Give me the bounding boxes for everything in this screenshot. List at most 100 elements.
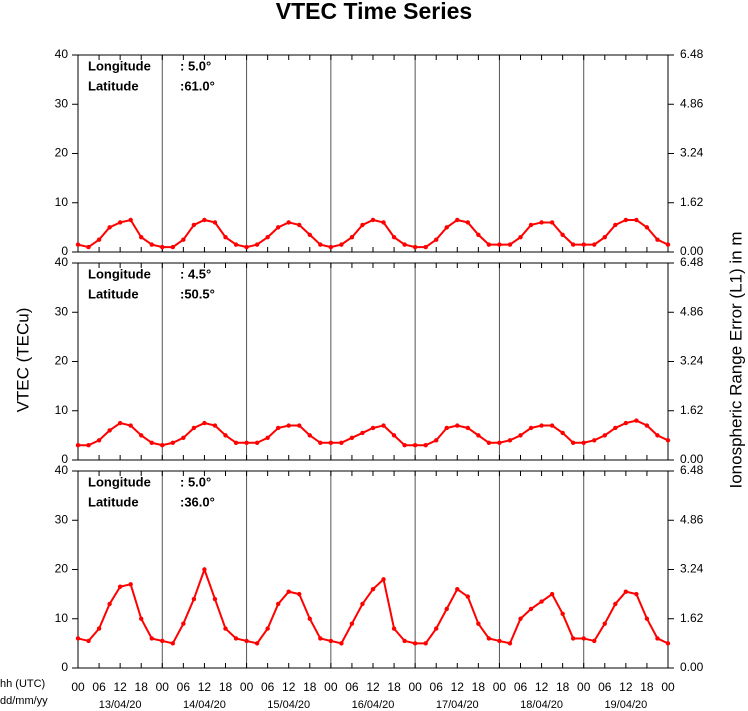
y-tick-label: 40: [55, 463, 69, 477]
data-point: [465, 594, 471, 599]
data-point: [191, 425, 197, 431]
y2-tick-label: 6.48: [680, 463, 704, 477]
data-point: [665, 242, 671, 247]
data-point: [160, 638, 165, 644]
y-tick-label: 0: [61, 660, 68, 674]
data-point: [307, 616, 312, 621]
annotation: :61.0°: [180, 78, 215, 93]
data-point: [434, 626, 439, 631]
data-point: [528, 425, 534, 431]
data-point: [191, 222, 197, 228]
data-point: [107, 601, 112, 607]
annotation: : 5.0°: [180, 474, 211, 489]
data-point: [349, 435, 355, 441]
data-point: [160, 244, 165, 250]
data-point: [254, 440, 260, 445]
y-tick-label: 20: [55, 354, 69, 368]
data-point: [602, 235, 607, 240]
data-point: [402, 242, 407, 247]
plot-frame: [77, 262, 669, 461]
data-point: [275, 601, 281, 607]
data-point: [560, 611, 565, 617]
x-tick-label: 00: [408, 680, 422, 694]
data-point: [360, 601, 365, 607]
y-tick-label: 40: [55, 47, 69, 61]
y2-tick-label: 0.00: [680, 452, 704, 466]
x-tick-label: 12: [113, 680, 127, 694]
data-point: [644, 616, 650, 621]
data-point: [86, 638, 91, 644]
data-point: [581, 636, 586, 641]
data-point: [402, 638, 407, 644]
data-point: [170, 244, 176, 250]
data-point: [149, 242, 154, 247]
data-point: [202, 217, 207, 223]
data-point: [412, 244, 418, 250]
y2-axis-label: Ionospheric Range Error (L1) in m: [726, 231, 745, 488]
data-point: [592, 638, 597, 644]
x-axis-label: hh (UTC): [0, 678, 45, 690]
data-point: [423, 244, 428, 250]
data-point: [360, 430, 365, 436]
data-point: [86, 244, 91, 250]
x-tick-label: 06: [92, 680, 106, 694]
data-point: [349, 621, 355, 626]
y-tick-label: 40: [55, 255, 69, 269]
data-point: [634, 591, 639, 597]
data-point: [507, 242, 513, 247]
data-point: [244, 244, 249, 250]
series-line: [78, 419, 669, 447]
y-tick-label: 20: [55, 562, 69, 576]
data-point: [128, 582, 133, 587]
data-point: [265, 435, 270, 441]
data-point: [381, 423, 386, 428]
data-point: [602, 433, 607, 438]
data-point: [117, 220, 123, 225]
x-tick-label: 06: [514, 680, 528, 694]
annotation: Longitude: [88, 266, 151, 281]
data-point: [497, 242, 502, 247]
data-point: [202, 567, 207, 572]
data-point: [613, 425, 618, 431]
data-point: [339, 641, 344, 646]
x-tick-label: 12: [366, 680, 380, 694]
data-point: [297, 591, 302, 597]
data-point: [96, 626, 102, 631]
y-tick-label: 0: [61, 452, 68, 466]
annotation: Longitude: [88, 58, 151, 73]
data-point: [254, 242, 260, 247]
data-point: [254, 641, 260, 646]
x-tick-label: 06: [261, 680, 275, 694]
y2-tick-label: 3.24: [680, 562, 704, 576]
data-point: [581, 242, 586, 247]
data-point: [212, 220, 218, 225]
x-tick-label: 12: [282, 680, 296, 694]
date-label: 18/04/20: [520, 699, 563, 711]
data-point: [244, 440, 249, 445]
data-point: [623, 217, 629, 223]
data-point: [613, 222, 618, 228]
x-tick-label: 00: [661, 680, 675, 694]
data-point: [581, 440, 586, 445]
data-point: [75, 443, 81, 448]
annotation: Latitude: [88, 78, 139, 93]
data-point: [592, 242, 597, 247]
data-point: [444, 225, 449, 230]
y-axis-label: VTEC (TECu): [13, 308, 32, 413]
data-point: [307, 232, 312, 237]
data-point: [391, 235, 397, 240]
date-label: 15/04/20: [267, 699, 310, 711]
y-tick-label: 30: [55, 304, 69, 318]
y2-tick-label: 4.86: [680, 304, 704, 318]
x-tick-label: 00: [493, 680, 507, 694]
y-tick-label: 30: [55, 96, 69, 110]
x-tick-label: 12: [198, 680, 212, 694]
data-point: [623, 589, 629, 594]
y2-tick-label: 1.62: [680, 403, 704, 417]
data-point: [160, 443, 165, 448]
data-point: [265, 235, 270, 240]
data-point: [212, 596, 218, 602]
data-point: [497, 638, 502, 644]
data-point: [328, 440, 334, 445]
x-axis-label: dd/mm/yy: [0, 695, 48, 707]
